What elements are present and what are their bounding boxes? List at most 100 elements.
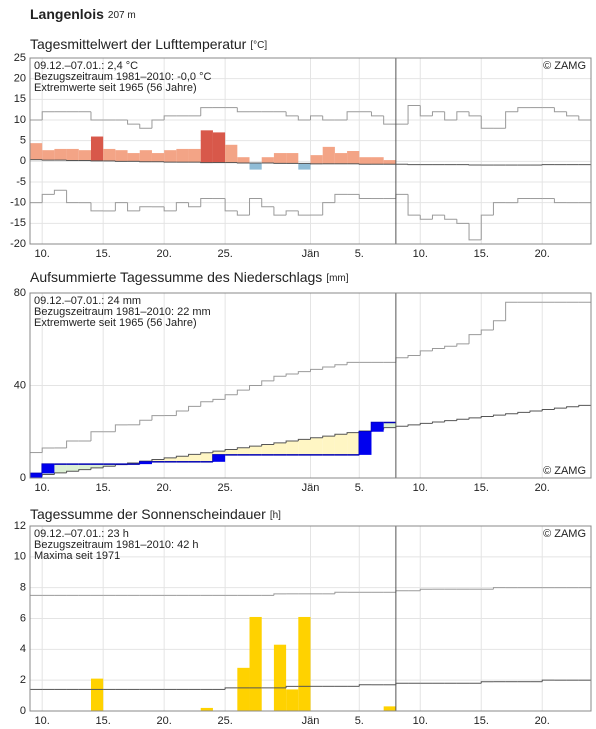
normal-line (285, 440, 299, 443)
extreme-max-line (297, 115, 311, 121)
extreme-max-line (310, 115, 323, 120)
extreme-min-line (553, 198, 567, 204)
extreme-max-line (322, 115, 335, 121)
bar (249, 162, 262, 170)
bar (371, 157, 384, 165)
difference-fill (225, 449, 238, 455)
extreme-max-line (505, 111, 518, 129)
difference-fill (90, 464, 104, 468)
normal-line (66, 470, 79, 473)
normal-line (346, 432, 360, 435)
normal-line (431, 421, 445, 424)
x-tick-label: 25. (217, 248, 232, 260)
extreme-min-line (224, 198, 238, 212)
x-tick-label: Jän (302, 715, 320, 727)
extreme-max-line (444, 345, 457, 349)
extreme-max-line (273, 375, 287, 381)
x-tick-label: 10. (35, 248, 50, 260)
x-tick-label: 15. (96, 248, 111, 260)
extreme-min-line (127, 202, 140, 212)
extreme-min-line (163, 206, 177, 212)
chart-title: Tagesmittelwert der Lufttemperatur [°C] (30, 36, 267, 52)
difference-fill (237, 447, 250, 455)
bar (273, 153, 287, 164)
difference-fill (78, 464, 91, 470)
extreme-max-line (66, 440, 79, 448)
x-tick-label: 15. (96, 482, 111, 494)
extreme-max-line (346, 361, 360, 365)
extreme-max-line (407, 354, 421, 358)
x-tick-label: 10. (413, 482, 428, 494)
normal-line (407, 424, 421, 427)
normal-line (566, 406, 579, 409)
extreme-max-line (456, 111, 470, 120)
legend-reference: Bezugszeitraum 1981–2010: -0,0 °C (34, 71, 212, 83)
normal-line (163, 457, 177, 460)
extreme-min-line (358, 194, 372, 200)
chart-title: Tagessumme der Sonnenscheindauer [h] (30, 506, 281, 522)
plot-border (29, 57, 592, 245)
normal-line (517, 411, 531, 414)
extreme-max-line (163, 115, 177, 120)
x-tick-label: 5. (355, 482, 364, 494)
bar (359, 157, 372, 165)
extreme-min-line (188, 202, 201, 208)
x-tick-label: 10. (35, 715, 50, 727)
normal-line (480, 681, 494, 684)
difference-fill (103, 464, 116, 467)
extreme-max-line (139, 124, 152, 129)
y-tick-label: 0 (20, 705, 26, 717)
normal-line (529, 410, 543, 413)
x-tick-label: 15. (474, 248, 489, 260)
extreme-max-line (41, 111, 55, 120)
bar (176, 148, 189, 163)
y-tick-label: 25 (14, 52, 26, 64)
extreme-max-line (151, 415, 165, 421)
x-tick-label: 5. (355, 715, 364, 727)
normal-line (456, 418, 470, 421)
extreme-max-line (236, 389, 250, 395)
extreme-max-line (90, 431, 104, 441)
difference-fill (286, 441, 299, 455)
extreme-max-line (419, 588, 433, 591)
difference-fill (322, 436, 335, 455)
y-tick-label: 6 (20, 612, 26, 624)
y-tick-label: 2 (20, 674, 26, 686)
normal-line (188, 453, 201, 457)
x-tick-label: 10. (413, 248, 428, 260)
extreme-max-line (370, 111, 384, 117)
bar (249, 616, 262, 711)
y-tick-label: 15 (14, 93, 26, 105)
x-tick-label: 20. (535, 482, 550, 494)
extreme-min-line (334, 193, 348, 203)
x-tick-label: 5. (355, 248, 364, 260)
extreme-max-line (261, 380, 274, 386)
extreme-max-line (249, 385, 262, 391)
extreme-max-line (419, 350, 433, 356)
extreme-max-line (151, 119, 165, 129)
extreme-min-line (53, 189, 67, 195)
difference-fill (310, 437, 323, 455)
bar (103, 148, 116, 161)
daily-increment (212, 454, 226, 462)
bar (54, 148, 67, 161)
bar (298, 616, 311, 711)
normal-line (468, 417, 482, 420)
extreme-max-line (90, 111, 104, 121)
title-text: Tagesmittelwert der Lufttemperatur (30, 36, 247, 52)
legend-reference: Bezugszeitraum 1981–2010: 42 h (34, 539, 199, 551)
difference-fill (249, 446, 262, 455)
unit-text: [°C] (250, 40, 267, 51)
normal-line (492, 414, 506, 417)
x-tick-label: 15. (96, 715, 111, 727)
difference-fill (347, 432, 360, 455)
legend-reference: Bezugszeitraum 1981–2010: 22 mm (34, 306, 211, 318)
normal-line (541, 409, 555, 411)
bar (200, 707, 213, 711)
y-tick-label: 4 (20, 643, 26, 655)
normal-line (578, 404, 591, 407)
difference-fill (334, 434, 348, 455)
extreme-min-line (468, 223, 482, 241)
extreme-max-line (127, 120, 140, 125)
credit: © ZAMG (543, 528, 586, 540)
